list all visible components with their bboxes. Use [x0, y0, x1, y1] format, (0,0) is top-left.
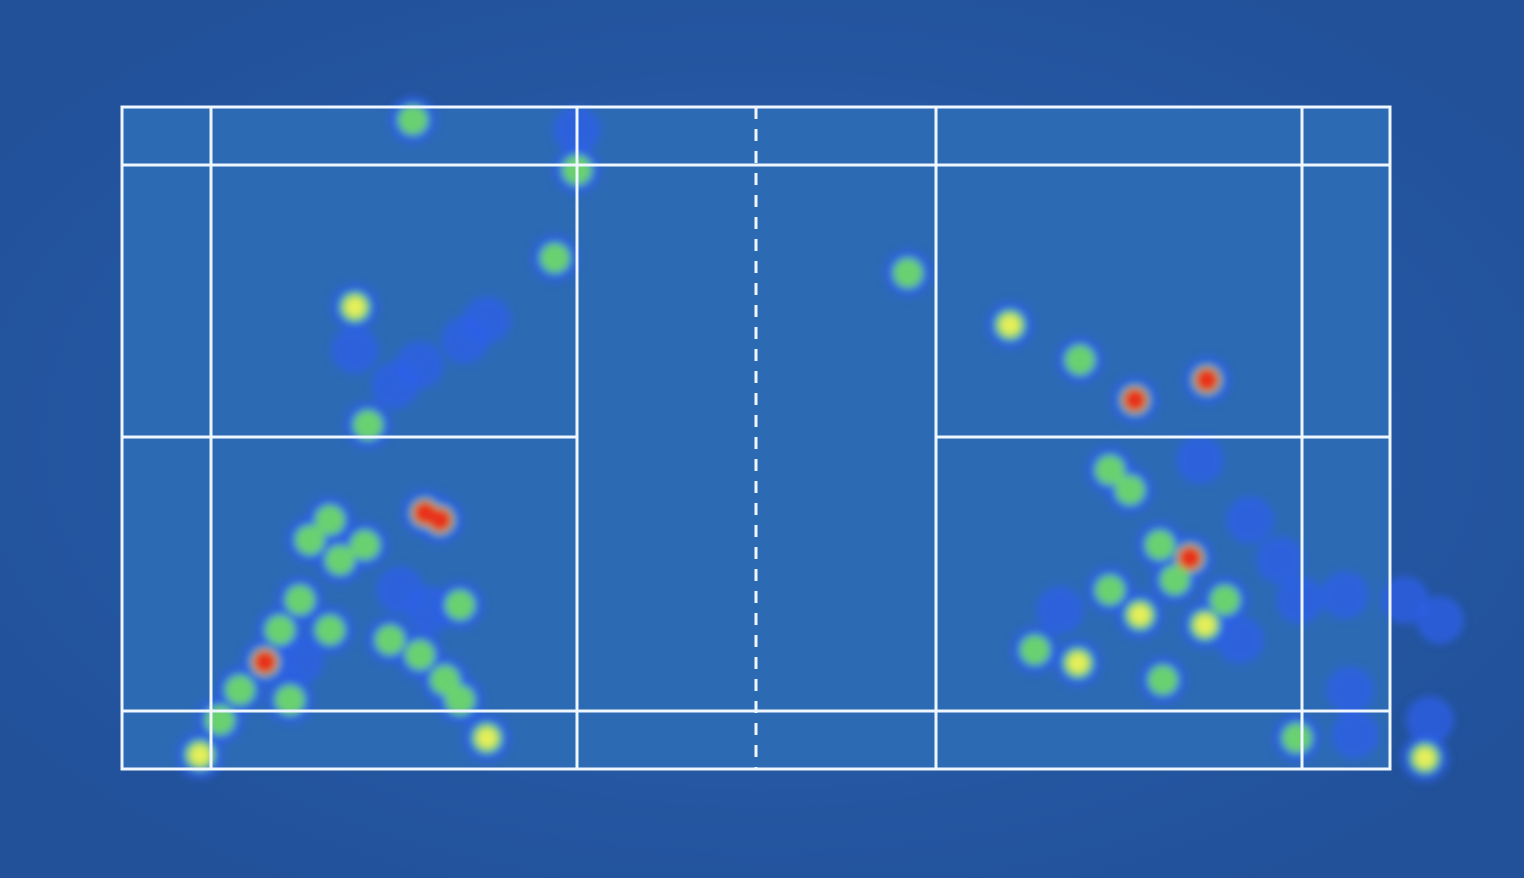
heat-spot: [1148, 665, 1178, 695]
heat-spot: [477, 728, 497, 748]
heat-spot: [1210, 585, 1240, 615]
heat-spot: [1195, 615, 1215, 635]
heat-spot: [276, 636, 324, 684]
heat-spot: [375, 625, 405, 655]
court-lines: [120, 105, 1392, 771]
heat-spot: [1160, 565, 1190, 595]
heat-spot: [1115, 475, 1145, 505]
heat-spot: [1406, 696, 1454, 744]
heat-spot: [1282, 723, 1312, 753]
heat-spot: [1226, 496, 1274, 544]
heat-spot: [540, 243, 570, 273]
heat-spot: [1216, 616, 1264, 664]
heat-spot: [350, 530, 380, 560]
heat-spot: [253, 650, 277, 674]
heat-spot: [225, 675, 255, 705]
heat-spot: [345, 297, 365, 317]
heat-spot: [445, 685, 475, 715]
heat-spot: [325, 545, 355, 575]
heat-spot: [1321, 571, 1369, 619]
heat-spot: [1036, 586, 1084, 634]
heat-spot: [353, 410, 383, 440]
heat-spot: [1331, 711, 1379, 759]
heat-spot: [1195, 368, 1219, 392]
heat-spot: [1130, 605, 1150, 625]
heat-spot: [1326, 666, 1374, 714]
heat-spot: [441, 316, 489, 364]
heat-spot: [1095, 455, 1125, 485]
heat-spot: [1276, 576, 1324, 624]
heat-spot: [1178, 546, 1202, 570]
heat-spot: [398, 105, 428, 135]
heat-spot: [1415, 748, 1435, 768]
heat-spot: [315, 615, 345, 645]
heat-spot: [315, 505, 345, 535]
heat-spot: [331, 326, 379, 374]
heat-spot: [405, 640, 435, 670]
heat-spot: [1068, 653, 1088, 673]
heat-spot: [1020, 635, 1050, 665]
heat-spot: [295, 525, 325, 555]
heat-spot: [1000, 315, 1020, 335]
heat-spot: [445, 590, 475, 620]
heat-spot: [265, 615, 295, 645]
heat-spot: [275, 685, 305, 715]
heat-spot: [1065, 345, 1095, 375]
heat-spot: [1145, 530, 1175, 560]
heat-spot: [1176, 436, 1224, 484]
heat-spot: [893, 258, 923, 288]
heat-spot: [1095, 575, 1125, 605]
heat-spot: [1123, 388, 1147, 412]
heat-spot: [406, 586, 454, 634]
heat-spot: [190, 745, 210, 765]
heat-spot: [413, 501, 437, 525]
heat-spot: [1381, 576, 1429, 624]
heat-spot: [1416, 596, 1464, 644]
heat-layer: [176, 96, 1464, 782]
heat-spot: [285, 585, 315, 615]
heat-spot: [1256, 536, 1304, 584]
heat-spot: [371, 361, 419, 409]
